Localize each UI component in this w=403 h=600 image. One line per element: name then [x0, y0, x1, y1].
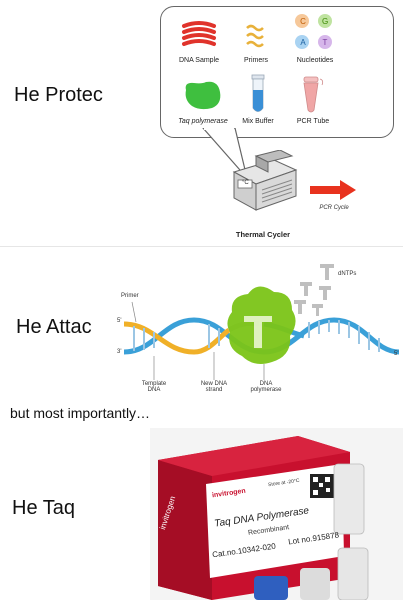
panel-divider [0, 246, 403, 247]
thermal-cycler-label: Thermal Cycler [235, 230, 291, 239]
dna-replication-illustration [123, 264, 400, 380]
label-3-prime-left: 3' [117, 349, 122, 355]
nucleotide-t: T [322, 38, 328, 47]
caption-but-most-importantly: but most importantly… [10, 405, 151, 421]
ingredient-label-dna-sample: DNA Sample [178, 57, 220, 64]
ingredient-label-mix-buffer: Mix Buffer [242, 118, 274, 125]
primers-icon [246, 24, 264, 48]
mix-buffer-tube-icon [251, 74, 265, 112]
label-dntps: dNTPs [338, 271, 357, 277]
caption-he-taq: He Taq [12, 497, 76, 519]
taq-box-illustration [158, 436, 369, 600]
label-dna-polymerase: DNA polymerase [250, 381, 282, 393]
label-5-prime-right: 5' [394, 351, 399, 357]
label-primer: Primer [121, 293, 139, 299]
ingredient-label-primers: Primers [243, 57, 269, 64]
thermal-cycler-display: °C [242, 180, 249, 186]
taq-polymerase-icon [185, 81, 221, 110]
ingredient-label-nucleotides: Nucleotides [296, 57, 334, 64]
thermal-cycler-icon [232, 150, 298, 211]
label-new-dna-strand: New DNA strand [200, 381, 228, 393]
label-5-prime-left: 5' [117, 318, 122, 324]
dna-sample-icon [182, 21, 216, 46]
nucleotide-c: C [300, 17, 306, 26]
nucleotide-g: G [322, 17, 329, 26]
ingredient-label-taq-polymerase: Taq polymerase [178, 118, 228, 125]
pcr-tube-icon [303, 76, 324, 113]
caption-he-protec: He Protec [14, 84, 103, 106]
label-template-dna: Template DNA [141, 381, 167, 393]
nucleotide-a: A [300, 38, 306, 47]
ingredient-label-pcr-tube: PCR Tube [296, 118, 330, 125]
taq-product-photo: invitrogen Store at -20°C Taq DNA Polyme… [150, 428, 403, 600]
bubble-tail [202, 128, 248, 179]
pcr-cycle-label: PCR Cycle [319, 205, 349, 211]
nucleotides-icon [295, 14, 332, 49]
pcr-cycle-arrow-icon [310, 180, 356, 200]
caption-he-attac: He Attac [16, 316, 92, 338]
